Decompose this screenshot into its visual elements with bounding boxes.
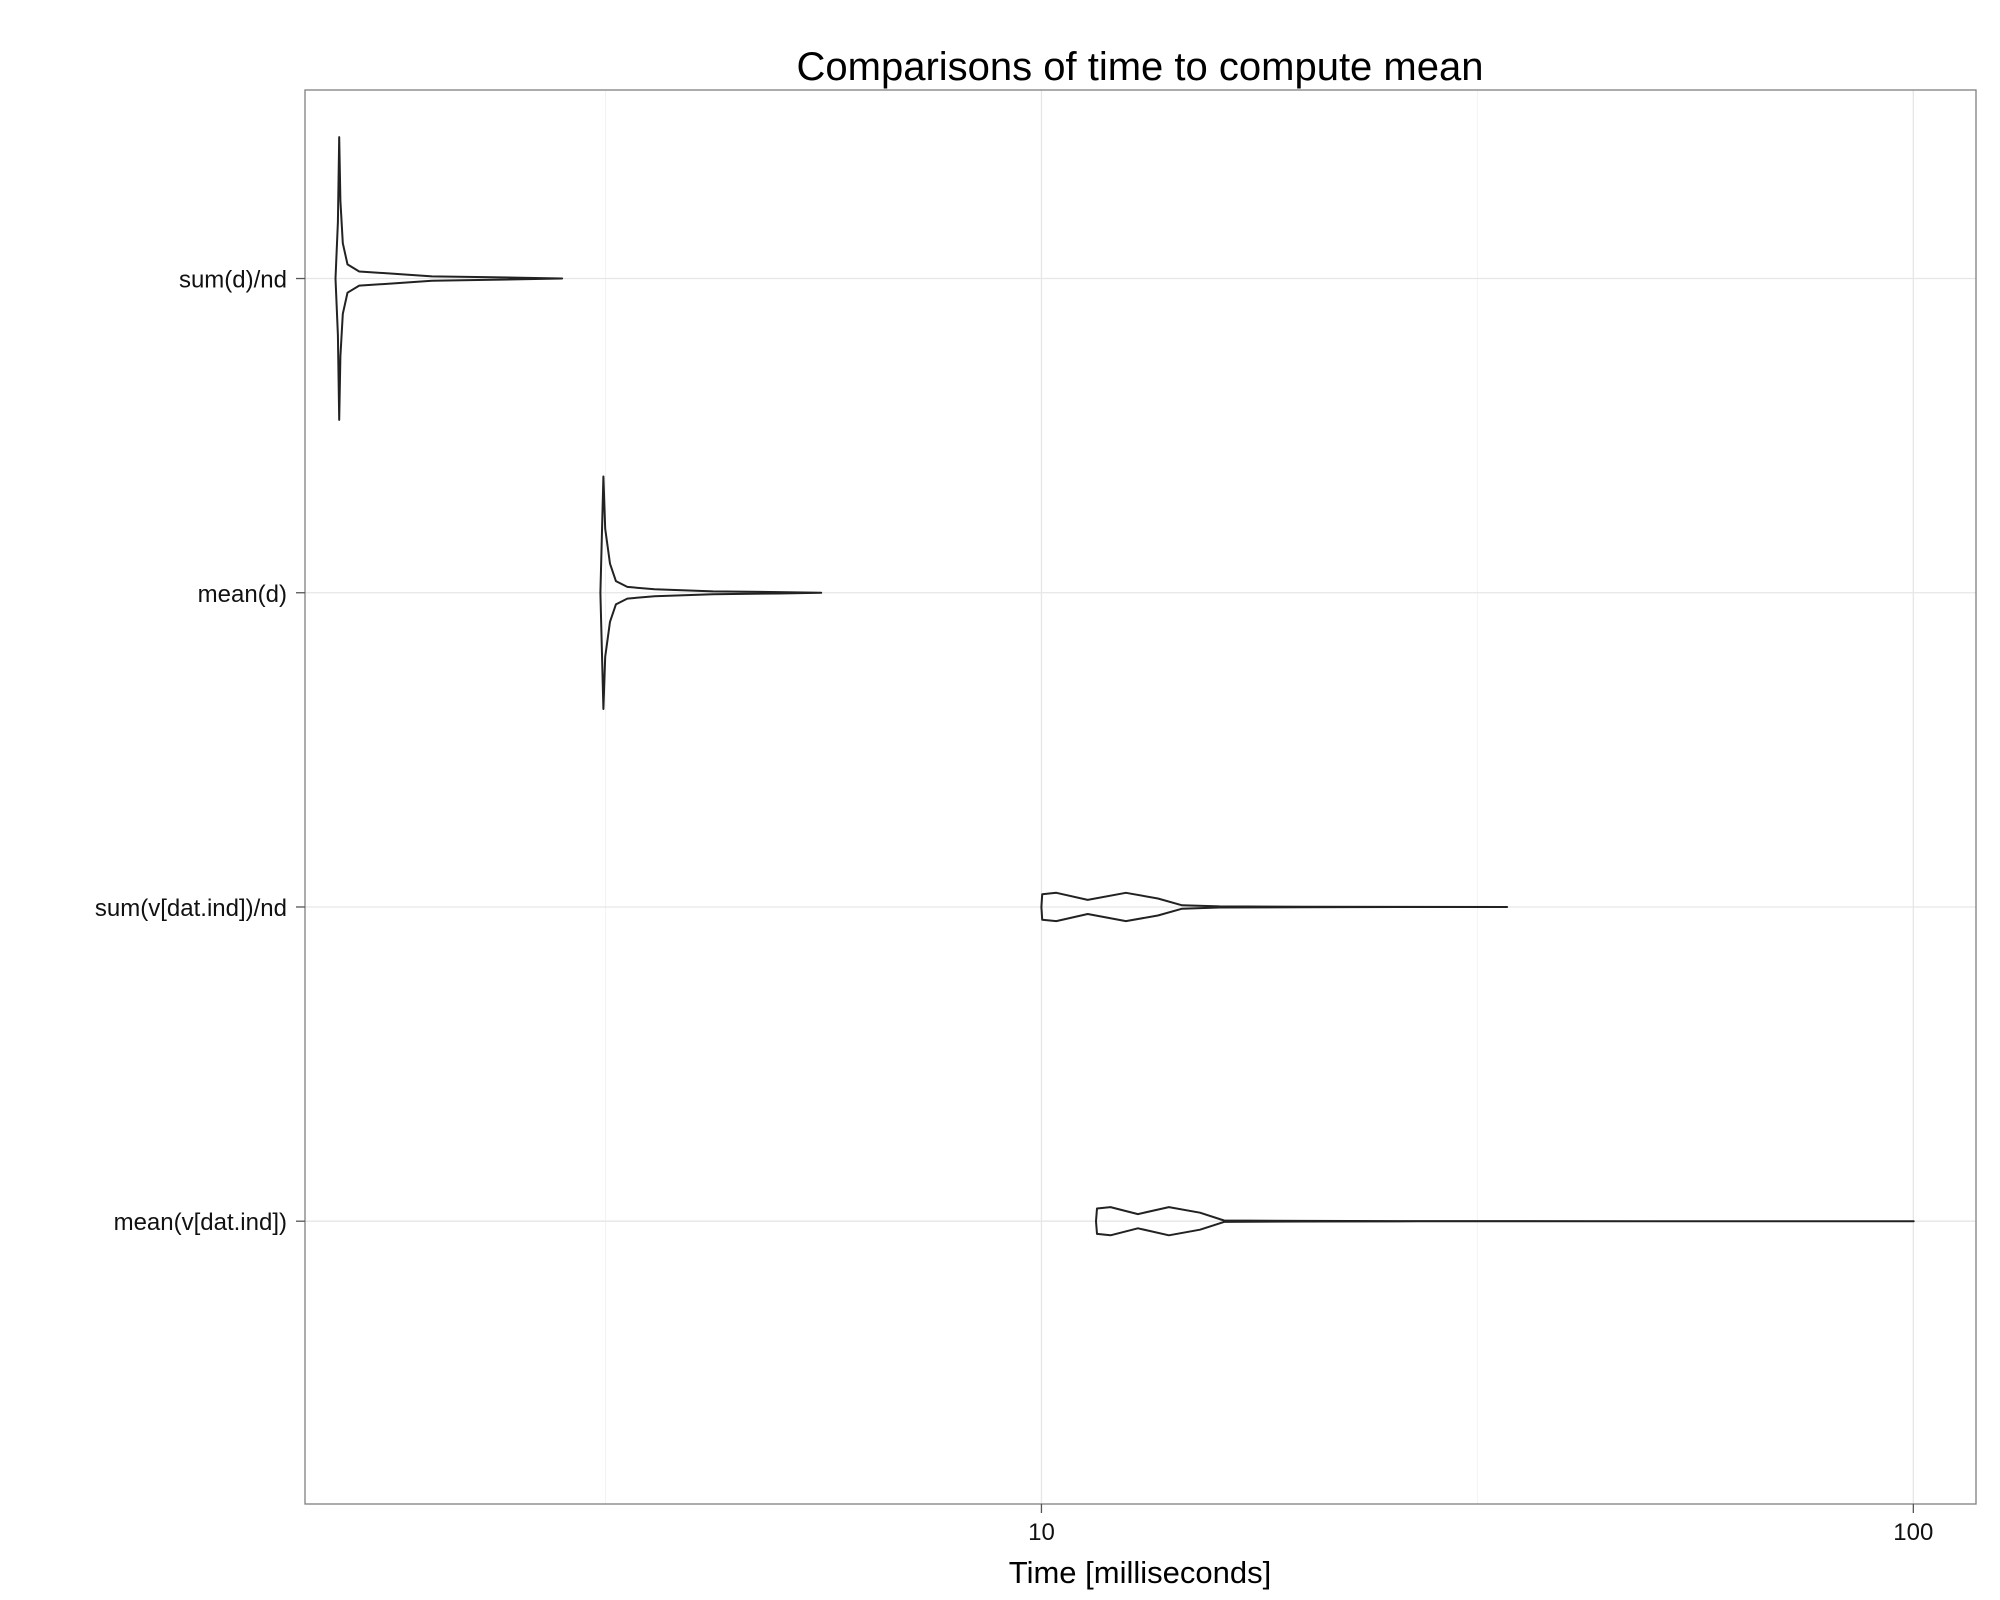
- y-tick-label: sum(v[dat.ind])/nd: [95, 895, 287, 922]
- x-axis: 10 100: [1028, 1504, 1933, 1546]
- violin-3: [1095, 1206, 1915, 1237]
- y-tick-label: mean(d): [198, 581, 287, 608]
- violin-1: [599, 475, 823, 710]
- violin-0: [334, 136, 564, 421]
- chart-title: Comparisons of time to compute mean: [797, 45, 1484, 89]
- grid-lines: [305, 90, 1976, 1504]
- x-tick-label: 100: [1893, 1519, 1933, 1546]
- x-axis-title: Time [milliseconds]: [1009, 1555, 1271, 1590]
- y-axis: sum(d)/nd mean(d) sum(v[dat.ind])/nd mean(v…: [95, 267, 305, 1236]
- y-tick-label: sum(d)/nd: [179, 267, 287, 294]
- violin-group: [334, 136, 1915, 1237]
- plot-panel-border: [304, 89, 1977, 1505]
- y-tick-label: mean(v[dat.ind]): [114, 1209, 287, 1236]
- x-tick-label: 10: [1028, 1519, 1055, 1546]
- violin-2: [1040, 891, 1509, 923]
